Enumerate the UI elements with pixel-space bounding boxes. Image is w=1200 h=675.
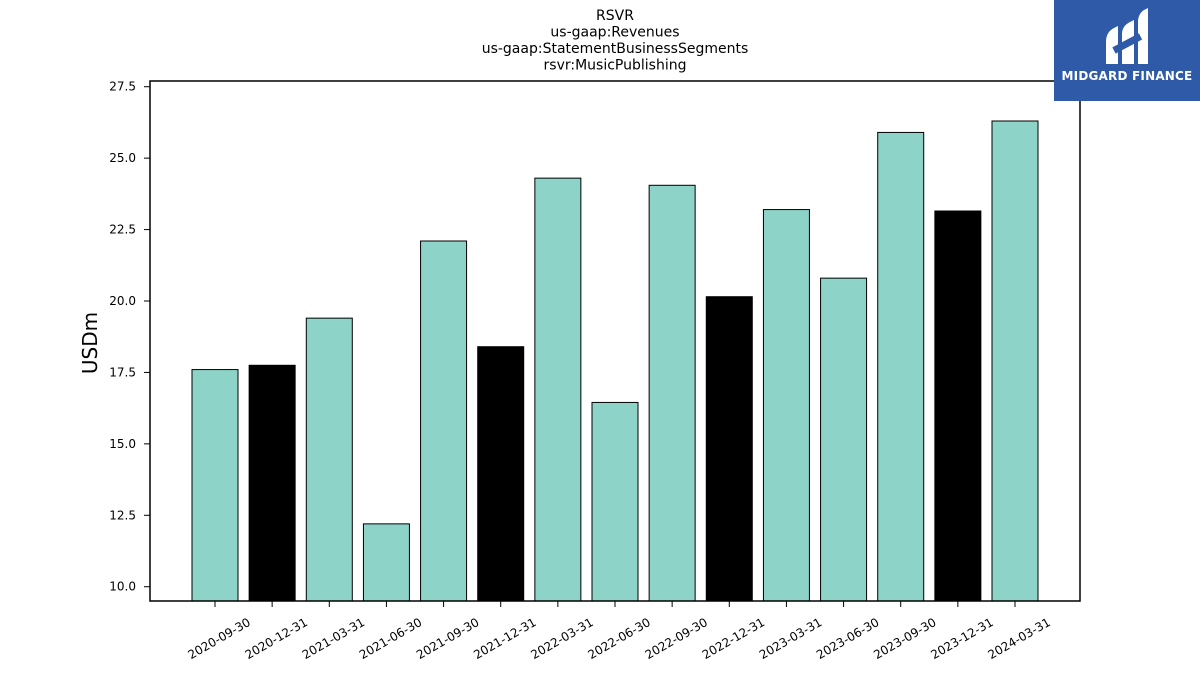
brand-name: MIDGARD FINANCE — [1061, 69, 1193, 83]
x-axis: 2020-09-302020-12-312021-03-312021-06-30… — [185, 601, 1053, 662]
y-tick-label: 22.5 — [109, 223, 136, 237]
bar-2022-09-30 — [648, 184, 696, 602]
bar-2021-12-31 — [477, 346, 525, 602]
y-tick-label: 10.0 — [109, 580, 136, 594]
y-axis-label: USDm — [78, 312, 102, 374]
chart-title-line: us-gaap:StatementBusinessSegments — [482, 41, 749, 57]
y-tick-label: 20.0 — [109, 294, 136, 308]
y-tick-label: 17.5 — [109, 365, 136, 379]
x-tick-label: 2023-09-30 — [871, 615, 938, 662]
x-tick-label: 2021-12-31 — [471, 615, 538, 662]
x-tick-label: 2021-03-31 — [300, 615, 367, 662]
x-tick-label: 2020-09-30 — [185, 615, 252, 662]
chart-title-line: rsvr:MusicPublishing — [544, 58, 687, 74]
x-tick-label: 2021-09-30 — [414, 615, 481, 662]
bar-2023-12-31 — [934, 210, 982, 602]
chart-title-line: RSVR — [596, 8, 634, 24]
bar-2022-06-30 — [591, 401, 639, 602]
x-tick-label: 2020-12-31 — [243, 615, 310, 662]
x-tick-label: 2024-03-31 — [985, 615, 1052, 662]
chart-title-line: us-gaap:Revenues — [550, 25, 679, 41]
bar-2023-03-31 — [762, 209, 810, 602]
bar-2020-09-30 — [191, 369, 239, 602]
x-tick-label: 2022-06-30 — [585, 615, 652, 662]
x-tick-label: 2023-06-30 — [814, 615, 881, 662]
y-tick-label: 27.5 — [109, 80, 136, 94]
y-tick-label: 25.0 — [109, 151, 136, 165]
bar-2021-06-30 — [362, 523, 410, 602]
bar-2021-09-30 — [420, 240, 468, 602]
bar-2023-06-30 — [820, 277, 868, 602]
bar-2024-03-31 — [991, 120, 1039, 602]
x-tick-label: 2023-03-31 — [757, 615, 824, 662]
bars — [191, 120, 1039, 602]
bar-2021-03-31 — [305, 317, 353, 602]
y-tick-label: 12.5 — [109, 508, 136, 522]
bar-2023-09-30 — [877, 131, 925, 602]
chart-title: RSVRus-gaap:Revenuesus-gaap:StatementBus… — [482, 8, 749, 74]
bar-2020-12-31 — [248, 364, 296, 602]
midgard-finance-logo: MIDGARD FINANCE — [1054, 0, 1200, 101]
plot-frame — [149, 80, 1081, 602]
bar-2022-12-31 — [705, 296, 753, 602]
x-tick-label: 2023-12-31 — [928, 615, 995, 662]
x-tick-label: 2021-06-30 — [357, 615, 424, 662]
x-tick-label: 2022-09-30 — [643, 615, 710, 662]
y-tick-label: 15.0 — [109, 437, 136, 451]
bar-2022-03-31 — [534, 177, 582, 602]
x-tick-label: 2022-12-31 — [700, 615, 767, 662]
midgard-logo-mark-icon — [1106, 8, 1148, 64]
x-tick-label: 2022-03-31 — [528, 615, 595, 662]
y-axis: 10.0 12.5 15.0 17.5 20.0 22.5 25.0 27.5 — [109, 80, 150, 594]
